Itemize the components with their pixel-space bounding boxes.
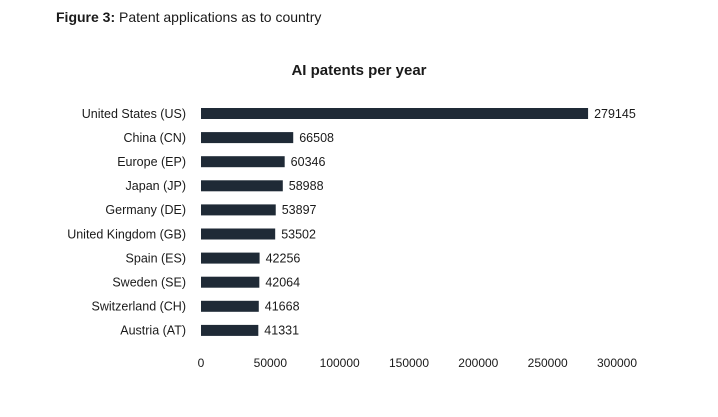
bar	[201, 276, 260, 288]
bar	[201, 132, 294, 144]
category-label: Sweden (SE)	[112, 276, 186, 290]
figure-caption-text: Patent applications as to country	[119, 9, 322, 25]
category-label: Switzerland (CH)	[92, 300, 186, 314]
category-label: China (CN)	[123, 131, 186, 145]
chart-title: AI patents per year	[291, 62, 427, 79]
x-tick-label: 50000	[254, 356, 288, 370]
data-label: 60346	[291, 155, 326, 169]
x-tick-label: 200000	[458, 356, 498, 370]
category-label: Germany (DE)	[105, 203, 186, 217]
data-label: 53502	[281, 227, 316, 241]
data-label: 42064	[265, 276, 300, 290]
bar	[201, 180, 283, 192]
bar	[201, 252, 260, 264]
data-label: 41668	[265, 300, 300, 314]
category-label: Austria (AT)	[120, 324, 186, 338]
figure-caption: Figure 3: Patent applications as to coun…	[56, 9, 321, 25]
x-tick-label: 100000	[320, 356, 360, 370]
x-tick-label: 300000	[597, 356, 637, 370]
category-label: United Kingdom (GB)	[67, 227, 186, 241]
bar	[201, 324, 259, 336]
data-label: 41331	[264, 324, 299, 338]
x-tick-label: 0	[198, 356, 205, 370]
data-label: 53897	[282, 203, 317, 217]
category-label: Europe (EP)	[117, 155, 186, 169]
category-label: United States (US)	[82, 107, 186, 121]
figure-label: Figure 3:	[56, 9, 116, 25]
bar	[201, 204, 276, 216]
x-tick-label: 250000	[528, 356, 568, 370]
x-tick-label: 150000	[389, 356, 429, 370]
category-label: Spain (ES)	[126, 251, 186, 265]
bar	[201, 156, 285, 168]
data-label: 42256	[266, 251, 301, 265]
category-label: Japan (JP)	[126, 179, 186, 193]
data-label: 58988	[289, 179, 324, 193]
data-label: 279145	[594, 107, 636, 121]
bar	[201, 300, 259, 312]
bar	[201, 108, 589, 119]
data-label: 66508	[299, 131, 334, 145]
bar	[201, 228, 276, 240]
